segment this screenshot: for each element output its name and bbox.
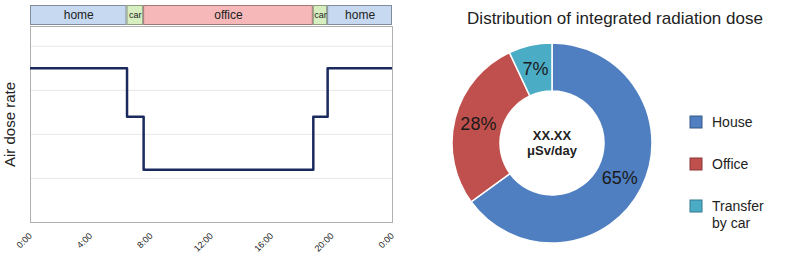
svg-text:Air dose rate: Air dose rate [1,82,18,167]
svg-text:65%: 65% [602,168,638,188]
svg-text:0:00: 0:00 [376,231,395,250]
svg-text:20:00: 20:00 [313,231,336,254]
svg-text:home: home [345,8,375,22]
svg-text:4:00: 4:00 [75,231,94,250]
svg-text:Transferby car: Transferby car [712,198,764,231]
svg-text:28%: 28% [460,114,496,134]
svg-text:office: office [214,8,243,22]
svg-text:car: car [314,10,327,20]
svg-text:12:00: 12:00 [192,231,215,254]
svg-text:7%: 7% [522,59,548,79]
svg-text:House: House [712,114,753,130]
svg-text:0:00: 0:00 [14,231,33,250]
svg-text:XX.XX: XX.XX [533,128,572,143]
svg-text:μSv/day: μSv/day [527,143,578,158]
svg-text:8:00: 8:00 [135,231,154,250]
svg-text:home: home [64,8,94,22]
svg-text:car: car [129,10,142,20]
svg-text:Office: Office [712,156,749,172]
svg-text:16:00: 16:00 [252,231,275,254]
svg-text:Distribution of integrated rad: Distribution of integrated radiation dos… [467,9,763,28]
